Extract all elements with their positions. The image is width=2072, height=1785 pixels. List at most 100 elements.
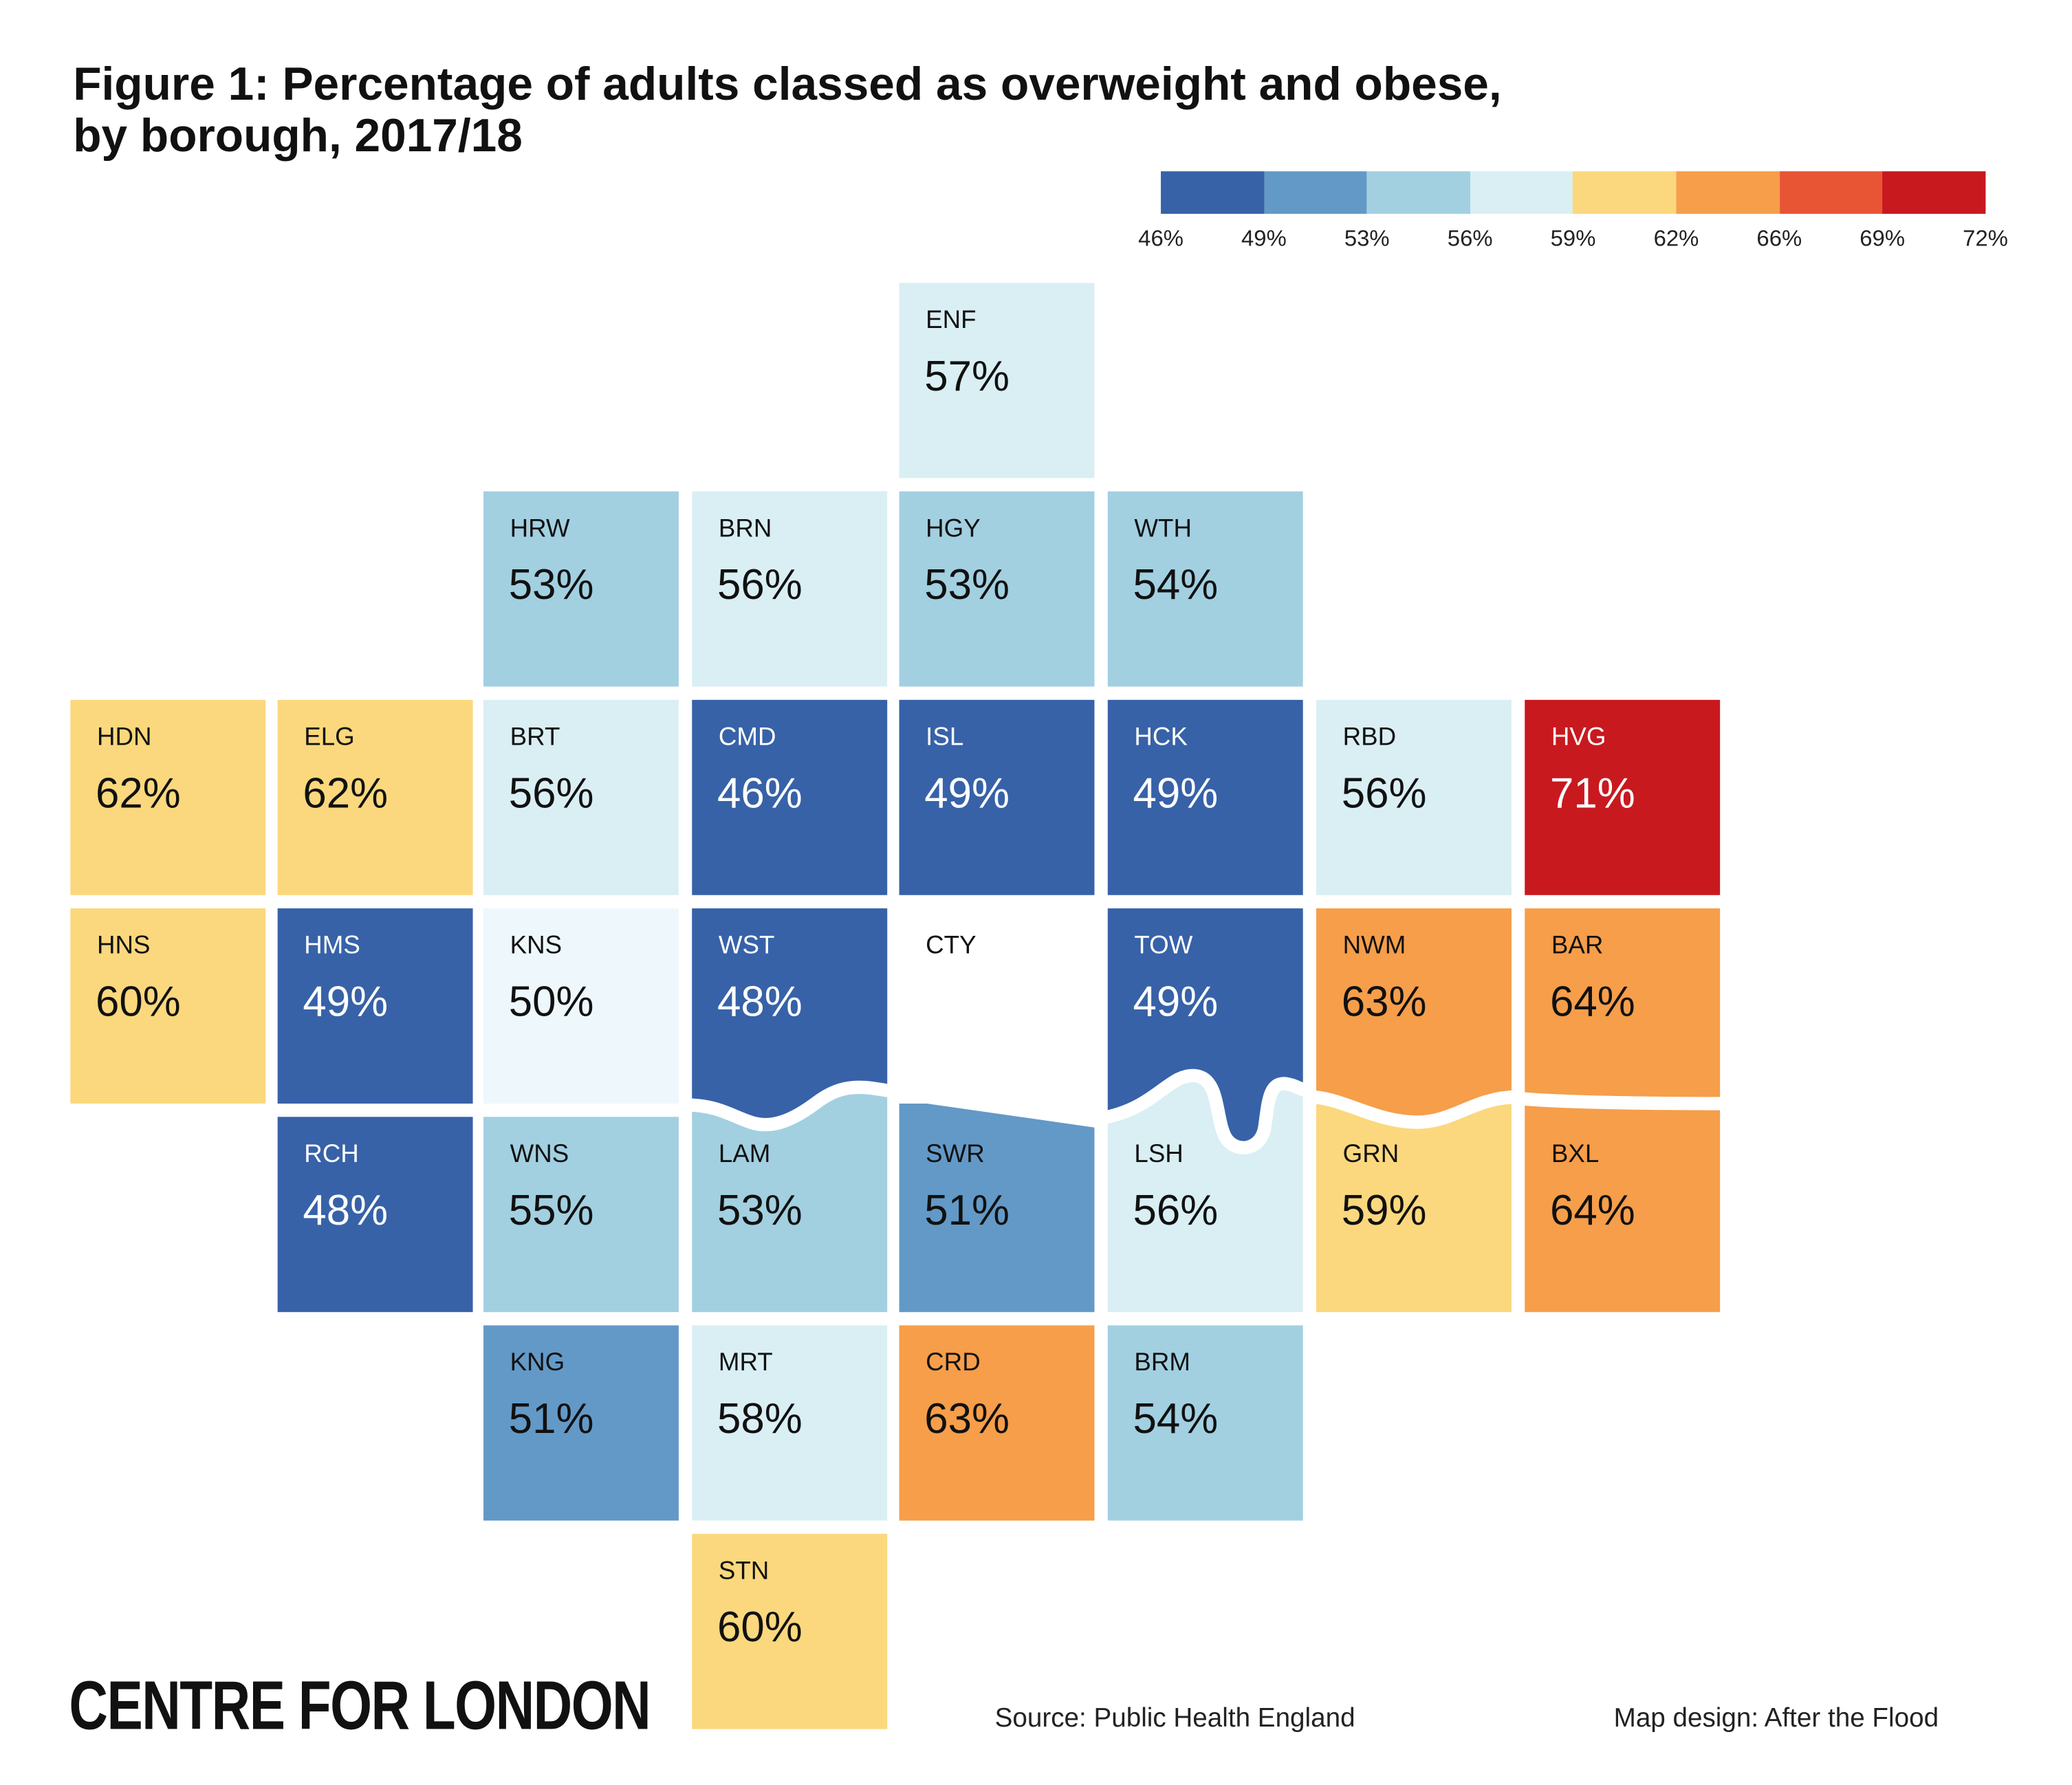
borough-code: WTH	[1134, 515, 1192, 543]
color-legend	[1161, 171, 1985, 214]
borough-value: 59%	[1341, 1185, 1427, 1234]
borough-code: KNG	[510, 1349, 565, 1377]
borough-value: 49%	[1133, 769, 1219, 817]
borough-code: CRD	[926, 1349, 981, 1377]
borough-tile-brt: BRT 56%	[483, 699, 679, 895]
borough-code: TOW	[1134, 932, 1193, 961]
borough-tile-hck: HCK 49%	[1107, 699, 1303, 895]
legend-label: 59%	[1550, 226, 1596, 252]
borough-value: 56%	[508, 769, 594, 817]
nwm-fill	[1316, 908, 1512, 1123]
borough-tile-hrw: HRW 53%	[483, 491, 679, 687]
legend-swatch	[1573, 171, 1677, 214]
borough-tile-crd: CRD 63%	[899, 1325, 1095, 1521]
borough-value: 50%	[508, 977, 594, 1026]
river-segment	[1309, 1090, 1518, 1129]
borough-code: BRN	[718, 515, 772, 543]
borough-value: 49%	[303, 977, 389, 1026]
borough-tile-brm: BRM 54%	[1107, 1325, 1303, 1521]
borough-code: LSH	[1134, 1141, 1184, 1169]
borough-value: 46%	[717, 769, 803, 817]
borough-code: BAR	[1551, 932, 1604, 961]
borough-value: 51%	[508, 1394, 594, 1443]
borough-tile-wst: WST 48%	[692, 908, 887, 1104]
borough-value: 53%	[924, 560, 1010, 609]
borough-tile-bar: BAR 64%	[1525, 908, 1720, 1104]
borough-code: BRT	[510, 723, 560, 752]
borough-code: ISL	[926, 723, 964, 752]
wst-fill	[692, 908, 888, 1125]
legend-swatch	[1882, 171, 1985, 214]
borough-tile-kng: KNG 51%	[483, 1325, 679, 1521]
borough-tile-mrt: MRT 58%	[692, 1325, 888, 1521]
borough-tile-cty: CTY	[899, 908, 1095, 1104]
title-line-2: by borough, 2017/18	[73, 110, 523, 162]
borough-value: 62%	[96, 769, 181, 817]
borough-tile-cmd: CMD 46%	[692, 699, 888, 895]
legend-swatch	[1263, 171, 1367, 214]
legend-swatch	[1779, 171, 1883, 214]
legend-label: 69%	[1860, 226, 1906, 252]
legend-label: 72%	[1963, 226, 2008, 252]
borough-tile-stn: STN 60%	[692, 1533, 888, 1729]
borough-tile-hms: HMS 49%	[277, 908, 473, 1104]
river-segment	[1517, 1091, 1727, 1110]
borough-code: SWR	[926, 1141, 985, 1169]
borough-code: RCH	[304, 1141, 359, 1169]
borough-value: 64%	[1549, 977, 1635, 1026]
borough-code: BXL	[1551, 1141, 1600, 1169]
borough-value: 64%	[1549, 1185, 1635, 1234]
legend-label: 53%	[1344, 226, 1390, 252]
river-segment	[685, 1080, 895, 1132]
borough-tile-isl: ISL 49%	[899, 699, 1095, 895]
borough-code: STN	[718, 1557, 770, 1586]
borough-code: RBD	[1342, 723, 1397, 752]
legend-label: 46%	[1138, 226, 1184, 252]
borough-value: 55%	[508, 1185, 594, 1234]
borough-tile-rbd: RBD 56%	[1316, 699, 1512, 895]
borough-tile-kns: KNS 50%	[483, 908, 679, 1104]
borough-code: WNS	[510, 1141, 569, 1169]
borough-tile-enf: ENF 57%	[899, 283, 1095, 479]
borough-code: HNS	[96, 932, 151, 961]
borough-code: ENF	[926, 307, 977, 335]
legend-label: 49%	[1241, 226, 1287, 252]
borough-tile-bxl: BXL 64%	[1525, 1117, 1720, 1312]
borough-value: 54%	[1133, 1394, 1219, 1443]
borough-tile-swr: SWR 51%	[899, 1117, 1095, 1312]
borough-value: 71%	[1549, 769, 1635, 817]
legend-label: 56%	[1447, 226, 1493, 252]
borough-code: NWM	[1342, 932, 1406, 961]
borough-value: 48%	[717, 977, 803, 1026]
figure-title: Figure 1: Percentage of adults classed a…	[73, 58, 1501, 162]
borough-tile-lsh: LSH 56%	[1108, 1117, 1303, 1312]
swr-fill	[899, 1099, 1095, 1313]
legend-swatch	[1470, 171, 1573, 214]
borough-code: BRM	[1134, 1349, 1190, 1377]
borough-tile-hns: HNS 60%	[70, 908, 266, 1104]
borough-value: 58%	[717, 1394, 803, 1443]
borough-code: HMS	[304, 932, 360, 961]
borough-tile-nwm: NWM 63%	[1316, 908, 1512, 1104]
borough-value: 51%	[924, 1185, 1010, 1234]
borough-value: 54%	[1133, 560, 1219, 609]
borough-value: 56%	[717, 560, 803, 609]
borough-tile-hdn: HDN 62%	[70, 699, 266, 895]
borough-value: 49%	[1133, 977, 1219, 1026]
legend-label: 66%	[1756, 226, 1802, 252]
borough-tile-wth: WTH 54%	[1107, 491, 1303, 687]
title-line-1: Figure 1: Percentage of adults classed a…	[73, 58, 1502, 111]
borough-value: 53%	[508, 560, 594, 609]
borough-code: HVG	[1551, 723, 1606, 752]
borough-tile-hgy: HGY 53%	[899, 491, 1095, 687]
borough-code: HCK	[1134, 723, 1188, 752]
borough-value: 57%	[924, 351, 1010, 400]
borough-code: HDN	[96, 723, 152, 752]
borough-code: WST	[718, 932, 775, 961]
borough-tile-tow: TOW 49%	[1108, 908, 1303, 1104]
borough-value: 48%	[303, 1185, 389, 1234]
borough-value: 60%	[96, 977, 181, 1026]
borough-value: 53%	[717, 1185, 803, 1234]
map-credit: Map design: After the Flood	[1613, 1703, 1939, 1733]
